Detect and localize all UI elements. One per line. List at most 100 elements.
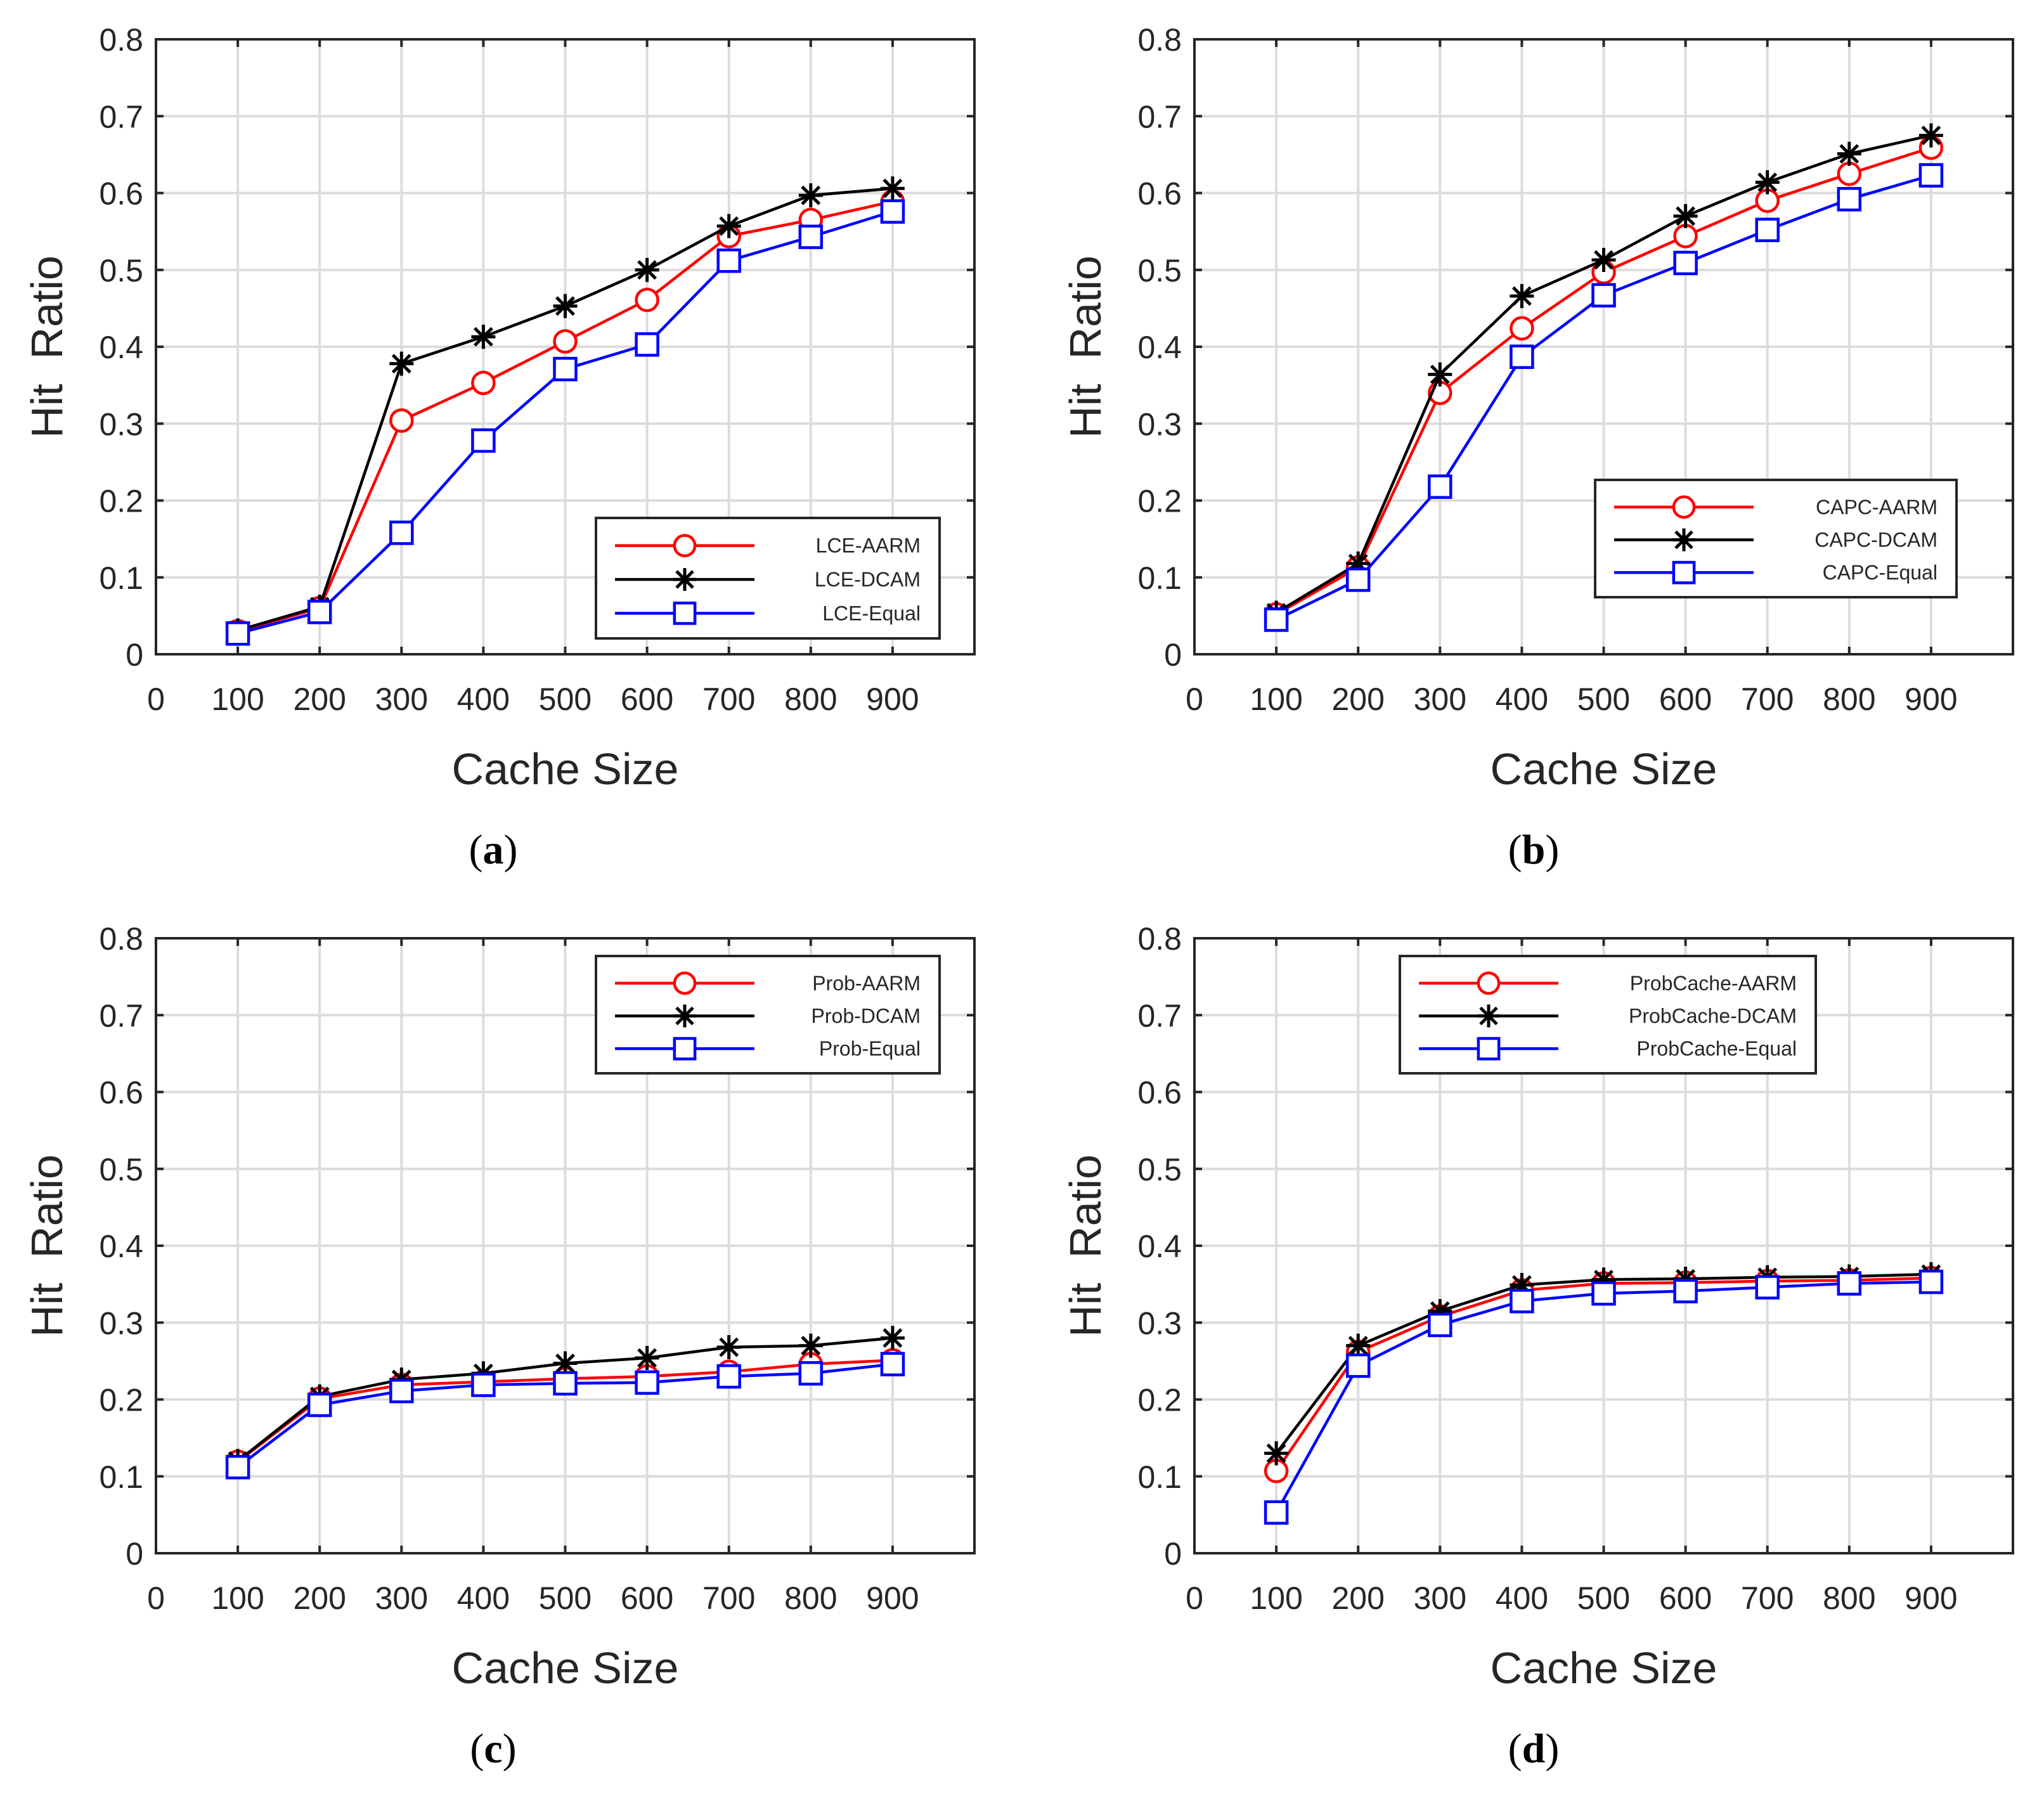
x-tick-label: 300 <box>375 1580 428 1616</box>
y-axis-label: Hit Ratio <box>1061 255 1110 438</box>
series-CAPC-Equal <box>1264 163 1944 632</box>
y-tick-label: 0.8 <box>1137 22 1182 58</box>
data-point-star <box>471 325 496 349</box>
data-point-square <box>1345 567 1371 592</box>
data-point-square <box>1345 1353 1371 1378</box>
chart-panel-a: 0 100 200 300 400 500 600 700 800 900 0 0.1 0.2 0.3 0.… <box>22 22 976 794</box>
y-tick-label: 0.6 <box>1137 1075 1182 1111</box>
caption-close-paren: ) <box>504 827 518 873</box>
data-point-star <box>553 294 578 318</box>
data-point-square <box>880 1352 905 1376</box>
caption-letter: d <box>1522 1726 1546 1772</box>
caption-letter: c <box>484 1726 502 1772</box>
y-axis-label: Hit Ratio <box>1061 1154 1110 1337</box>
data-point-square <box>471 1373 496 1397</box>
y-tick-label: 0.4 <box>99 330 143 365</box>
x-tick-label: 500 <box>1577 682 1630 717</box>
data-point-square <box>307 1392 332 1418</box>
data-point-square <box>1673 1279 1698 1303</box>
data-point-square <box>307 600 332 624</box>
x-tick-label: 900 <box>866 1580 919 1616</box>
x-axis-ticks: 0 100 200 300 400 500 600 700 800 900 <box>1186 938 1958 1616</box>
x-tick-label: 0 <box>147 682 165 717</box>
x-tick-label: 400 <box>457 682 510 717</box>
data-point-square <box>1918 1269 1944 1295</box>
data-point-circle <box>1510 316 1534 341</box>
x-tick-label: 700 <box>702 1580 755 1616</box>
legend-label: Prob-DCAM <box>812 1005 921 1028</box>
legend-marker-square <box>673 601 697 625</box>
x-tick-label: 500 <box>539 1580 592 1616</box>
x-tick-label: 800 <box>1823 682 1875 717</box>
series-ProbCache-Equal <box>1264 1269 1944 1525</box>
data-point-star <box>1673 204 1698 228</box>
legend-label: Prob-AARM <box>812 972 921 995</box>
legend-marker-circle <box>673 534 697 558</box>
legend-label: LCE-Equal <box>822 602 921 624</box>
data-point-square <box>798 1361 824 1386</box>
y-tick-label: 0.7 <box>1137 99 1182 134</box>
data-point-square <box>1510 344 1534 370</box>
x-tick-label: 300 <box>1414 1580 1466 1616</box>
data-point-square <box>1591 1281 1616 1306</box>
data-point-star <box>635 1346 659 1371</box>
data-point-star <box>1346 1333 1371 1358</box>
x-tick-label: 700 <box>1741 1580 1794 1616</box>
x-tick-label: 200 <box>1331 1580 1384 1616</box>
y-tick-label: 0.1 <box>1137 1459 1182 1495</box>
y-tick-label: 0.6 <box>99 1075 143 1111</box>
legend: LCE-AARM LCE-DCAM LCE-Equal <box>595 517 941 640</box>
y-tick-label: 0.5 <box>99 1152 143 1187</box>
data-point-star <box>716 214 741 238</box>
legend-label: ProbCache-DCAM <box>1629 1005 1797 1028</box>
y-axis-ticks: 0 0.1 0.2 0.3 0.4 0.5 0.6 0.7 0.8 <box>99 22 974 673</box>
data-point-star <box>880 1326 905 1350</box>
legend-marker-circle <box>1672 495 1696 519</box>
chart-panel-c: 0 100 200 300 400 500 600 700 800 900 0 0.1 0.2 0.3 0.… <box>22 921 976 1693</box>
y-tick-label: 0.7 <box>99 998 143 1033</box>
y-tick-label: 0.3 <box>1137 1305 1182 1341</box>
x-axis-label: Cache Size <box>452 1643 679 1693</box>
y-tick-label: 0.5 <box>1137 253 1182 288</box>
data-point-square <box>389 520 414 545</box>
y-axis-ticks: 0 0.1 0.2 0.3 0.4 0.5 0.6 0.7 0.8 <box>1137 921 2013 1572</box>
x-tick-label: 600 <box>1659 682 1712 717</box>
legend: Prob-AARM Prob-DCAM Prob-Equal <box>595 955 941 1075</box>
panel-caption: (a) <box>469 827 518 873</box>
data-point-star <box>1510 1272 1534 1297</box>
data-point-star <box>880 176 905 201</box>
series-Prob-Equal <box>225 1352 905 1480</box>
x-tick-label: 600 <box>621 682 673 717</box>
y-tick-label: 0.4 <box>1137 1229 1182 1264</box>
data-point-square <box>225 621 250 646</box>
data-point-star <box>1428 362 1452 387</box>
data-point-square <box>1837 186 1862 212</box>
data-point-star <box>1837 141 1861 166</box>
y-tick-label: 0.3 <box>1137 406 1182 442</box>
data-point-star <box>1428 1299 1452 1324</box>
data-point-square <box>1918 163 1944 188</box>
data-point-square <box>716 248 741 273</box>
y-tick-label: 0.3 <box>99 1305 143 1341</box>
caption-close-paren: ) <box>1545 1726 1559 1772</box>
x-tick-label: 400 <box>457 1580 510 1616</box>
panel-caption: (b) <box>1508 827 1560 873</box>
y-tick-label: 0.4 <box>1137 330 1182 365</box>
data-point-circle <box>471 370 496 396</box>
data-point-square <box>798 224 824 249</box>
caption-open-paren: ( <box>469 827 483 873</box>
panel-caption: (d) <box>1508 1726 1560 1772</box>
caption-close-paren: ) <box>1545 827 1559 873</box>
data-point-square <box>225 1454 250 1480</box>
x-tick-label: 100 <box>211 682 264 717</box>
y-tick-label: 0.5 <box>99 253 143 288</box>
data-point-square <box>1264 607 1289 632</box>
legend-marker-star <box>1672 528 1696 552</box>
data-point-star <box>798 183 823 208</box>
data-point-square <box>1510 1289 1534 1314</box>
x-axis-ticks: 0 100 200 300 400 500 600 700 800 900 <box>147 938 919 1616</box>
x-axis-label: Cache Size <box>452 744 679 794</box>
x-tick-label: 900 <box>866 682 919 717</box>
x-tick-label: 100 <box>1250 682 1302 717</box>
y-axis-label: Hit Ratio <box>22 255 72 438</box>
